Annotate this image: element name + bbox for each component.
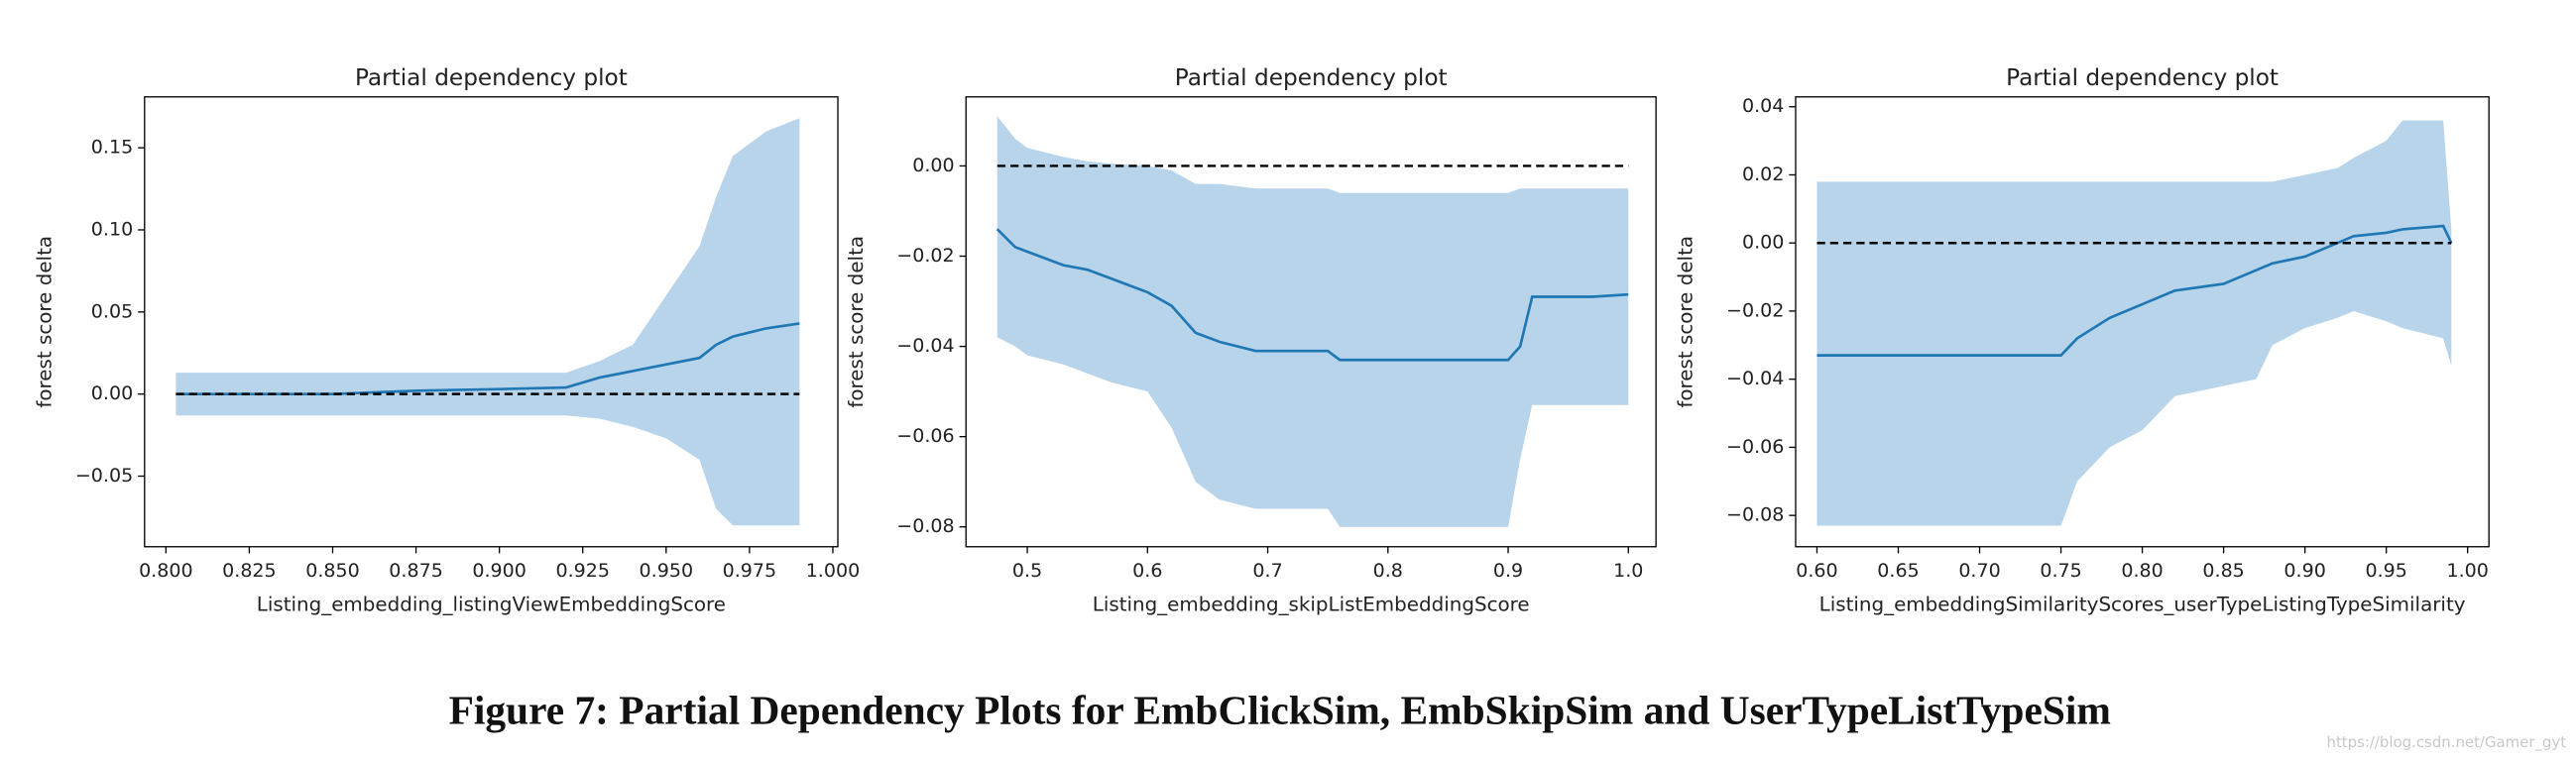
line — [995, 228, 1629, 362]
x-axis-label: Listing_embeddingSimilarityScores_userTy… — [1819, 593, 2466, 615]
x-tick-label: 0.6 — [1132, 560, 1162, 582]
line — [1816, 224, 2453, 357]
x-tick-label: 0.850 — [305, 560, 360, 582]
x-axis-label: Listing_embedding_skipListEmbeddingScore — [1093, 593, 1530, 615]
axes-frame — [144, 96, 839, 548]
x-tick-label: 0.5 — [1012, 560, 1042, 582]
x-tick-label: 0.7 — [1252, 560, 1282, 582]
x-tick-label: 0.9 — [1493, 560, 1523, 582]
x-tick-label: 1.0 — [1613, 560, 1643, 582]
y-tick-label: −0.02 — [896, 245, 954, 267]
y-tick-label: −0.08 — [1726, 504, 1784, 526]
x-tick-label: 1.00 — [2446, 560, 2488, 582]
y-tick-label: 0.02 — [1742, 163, 1784, 185]
y-axis-label: forest score delta — [33, 236, 56, 408]
y-axis-label: forest score delta — [1675, 236, 1698, 408]
x-tick-label: 0.70 — [1958, 560, 2000, 582]
chart-title: Partial dependency plot — [355, 64, 628, 91]
x-axis-label: Listing_embedding_listingViewEmbeddingSc… — [257, 593, 726, 615]
x-tick-label: 0.800 — [139, 560, 193, 582]
x-tick-label: 0.95 — [2365, 560, 2406, 582]
x-tick-label: 0.900 — [472, 560, 527, 582]
x-tick-label: 0.90 — [2283, 560, 2325, 582]
x-tick-label: 0.950 — [640, 560, 694, 582]
y-tick-label: 0.00 — [1742, 232, 1784, 254]
x-tick-label: 0.975 — [723, 560, 777, 582]
x-tick-label: 0.65 — [1877, 560, 1919, 582]
y-tick-label: −0.06 — [1726, 436, 1784, 458]
y-tick-label: −0.04 — [1726, 368, 1784, 389]
y-tick-label: 0.00 — [91, 382, 133, 404]
x-tick-label: 0.875 — [389, 560, 443, 582]
x-tick-label: 0.60 — [1796, 560, 1837, 582]
x-tick-label: 0.825 — [222, 560, 277, 582]
caption: Figure 7: Partial Dependency Plots for E… — [449, 688, 2111, 733]
line — [176, 322, 800, 395]
y-tick-label: −0.06 — [896, 425, 954, 447]
y-tick-label: 0.00 — [912, 155, 954, 176]
y-tick-label: 0.04 — [1742, 95, 1784, 117]
chart-title: Partial dependency plot — [1175, 64, 1448, 91]
x-tick-label: 0.85 — [2202, 560, 2244, 582]
chart-title: Partial dependency plot — [2006, 64, 2279, 91]
y-tick-label: −0.05 — [75, 465, 133, 487]
axes-frame — [965, 96, 1657, 548]
x-tick-label: 1.000 — [806, 560, 861, 582]
x-tick-label: 0.75 — [2040, 560, 2081, 582]
y-tick-label: −0.08 — [896, 515, 954, 537]
x-tick-label: 0.925 — [555, 560, 610, 582]
x-tick-label: 0.80 — [2121, 560, 2163, 582]
y-tick-label: 0.10 — [91, 218, 133, 240]
y-axis-label: forest score delta — [845, 236, 868, 408]
confidence-band — [1816, 120, 2452, 526]
x-tick-label: 0.8 — [1373, 560, 1403, 582]
confidence-band — [996, 116, 1629, 527]
y-tick-label: 0.15 — [91, 137, 133, 159]
confidence-band — [176, 118, 800, 526]
y-tick-label: −0.02 — [1726, 299, 1784, 321]
y-tick-label: −0.04 — [896, 335, 954, 357]
watermark: https://blog.csdn.net/Gamer_gyt — [2327, 733, 2567, 751]
y-tick-label: 0.05 — [91, 300, 133, 322]
